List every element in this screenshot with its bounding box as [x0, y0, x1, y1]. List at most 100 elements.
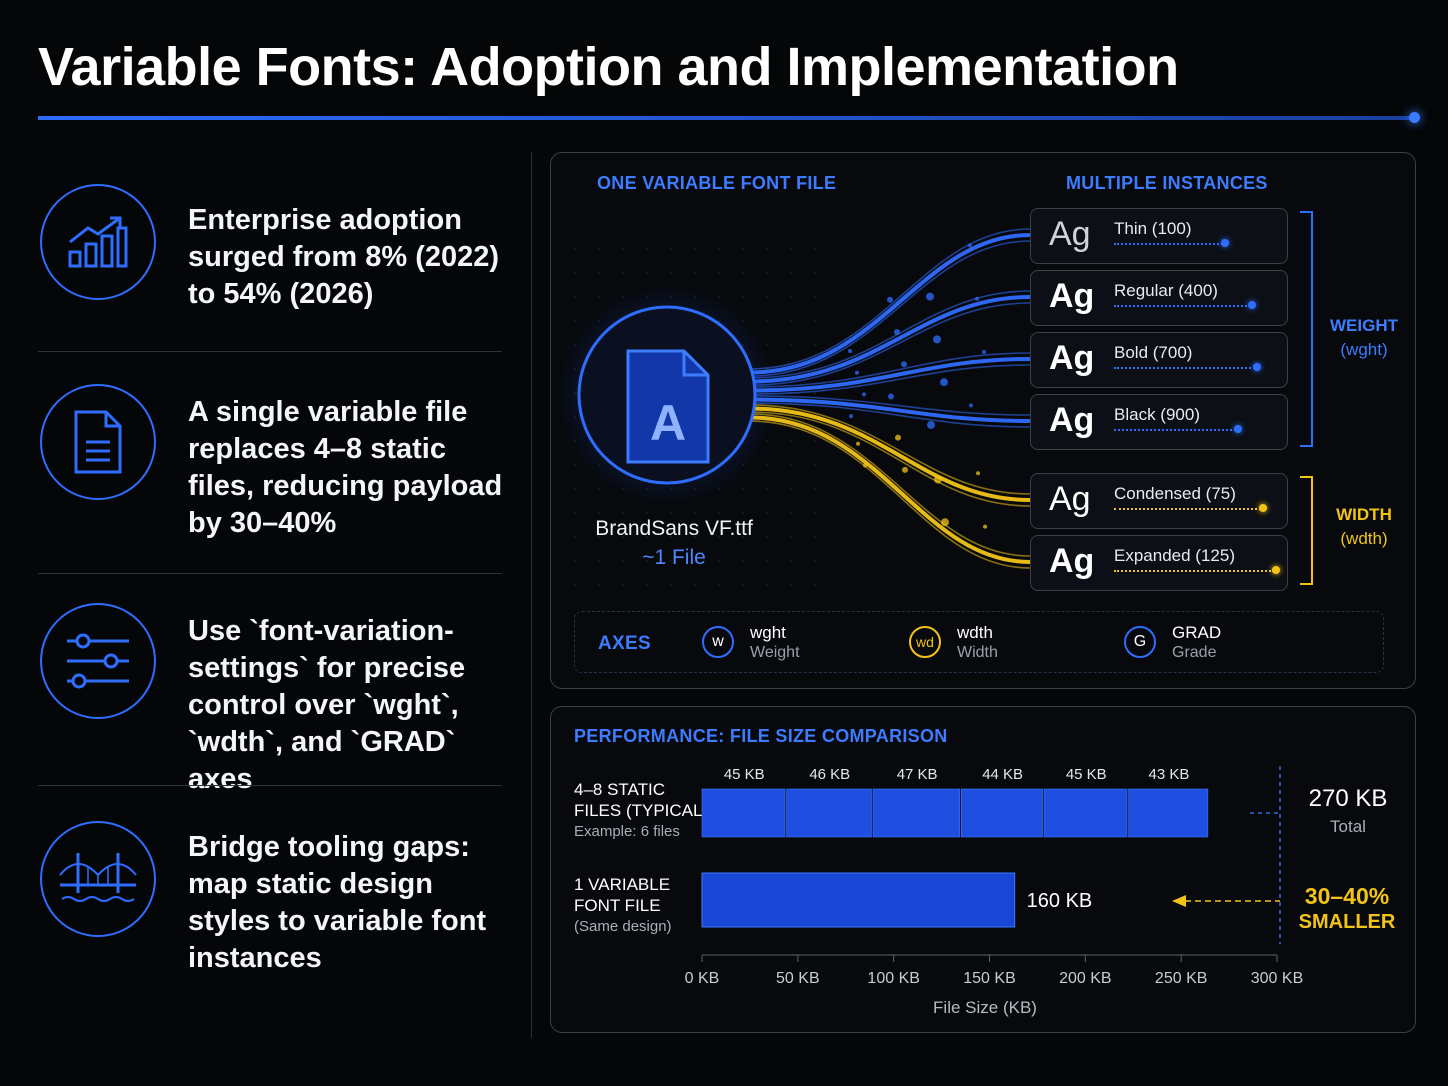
axis-name: GRAD — [1172, 623, 1222, 642]
x-tick-label: 100 KB — [867, 970, 919, 987]
page-title: Variable Fonts: Adoption and Implementat… — [38, 37, 1179, 97]
savings-arrow-icon — [1172, 895, 1186, 907]
row-label-line: 4–8 STATIC — [574, 780, 666, 799]
bridge-icon — [40, 821, 156, 937]
chart-title: PERFORMANCE: FILE SIZE COMPARISON — [574, 726, 948, 746]
performance-panel — [550, 706, 1416, 1033]
flow-stream — [749, 406, 1031, 502]
axis-track — [1114, 570, 1274, 572]
static-segment-bar — [872, 788, 961, 838]
flow-stream — [749, 413, 1031, 557]
flow-stream — [749, 402, 1031, 428]
point-text: A single variable file replaces 4–8 stat… — [188, 396, 503, 539]
row-label-line: FILES (TYPICAL) — [574, 801, 709, 820]
width-bracket — [1300, 476, 1313, 585]
instance-card: Ag Thin (100) — [1030, 208, 1288, 264]
flow-stream — [749, 411, 1031, 507]
sample-glyph: Ag — [1049, 542, 1095, 580]
x-tick-label: 0 KB — [685, 970, 720, 987]
instances-header: MULTIPLE INSTANCES — [1066, 173, 1268, 193]
point-payload: A single variable file replaces 4–8 stat… — [38, 384, 504, 539]
axis-track — [1114, 305, 1250, 307]
flow-stream — [749, 404, 1031, 495]
weight-group-tag: (wght) — [1340, 340, 1388, 359]
flow-droplet — [976, 471, 980, 476]
document-icon — [40, 384, 156, 500]
wght-axis-icon: w — [702, 626, 734, 658]
instance-card: Ag Black (900) — [1030, 394, 1288, 450]
axis-knob — [1253, 363, 1261, 371]
x-tick-label: 200 KB — [1059, 970, 1111, 987]
total-caption: Total — [1330, 817, 1366, 836]
axis-name: wdth — [957, 623, 993, 642]
flow-stream — [749, 302, 1031, 386]
flow-droplet — [848, 349, 852, 353]
axis-desc: Grade — [1172, 644, 1217, 661]
axes-legend — [574, 611, 1384, 673]
segment-label: 43 KB — [1149, 766, 1190, 783]
divider — [38, 351, 502, 352]
point-adoption: Enterprise adoption surged from 8% (2022… — [38, 184, 504, 310]
flow-droplet — [969, 403, 973, 408]
row-note: (Same design) — [574, 918, 672, 935]
instance-card: Ag Condensed (75) — [1030, 473, 1288, 529]
row-label-line: 1 VARIABLE — [574, 875, 671, 894]
instance-label: Expanded (125) — [1114, 546, 1235, 565]
flow-stream — [749, 352, 1031, 388]
variable-value-label: 160 KB — [1027, 890, 1093, 912]
axis-track — [1114, 243, 1223, 245]
flow-droplet — [902, 466, 908, 473]
flow-streams — [749, 228, 1031, 569]
instance-card: Ag Regular (400) — [1030, 270, 1288, 326]
flow-stream — [749, 240, 1031, 377]
flow-droplet — [941, 518, 949, 527]
flow-stream — [749, 420, 1031, 569]
flow-droplet — [926, 292, 934, 301]
flow-droplet — [934, 475, 942, 484]
file-corner — [682, 351, 708, 377]
file-glyph: A — [650, 395, 686, 451]
flow-droplet — [983, 524, 987, 529]
x-tick-label: 250 KB — [1155, 970, 1207, 987]
title-underline — [38, 116, 1414, 120]
axis-track — [1114, 429, 1236, 431]
width-group-name: WIDTH — [1336, 505, 1392, 524]
axis-track — [1114, 367, 1255, 369]
axis-name: wght — [750, 623, 786, 642]
flow-droplet — [862, 392, 866, 397]
total-value: 270 KB — [1308, 785, 1388, 812]
segment-label: 44 KB — [982, 766, 1023, 783]
axis-knob — [1221, 239, 1229, 247]
weight-bracket — [1300, 211, 1313, 447]
width-group-label: WIDTH (wdth) — [1322, 505, 1406, 549]
sample-glyph: Ag — [1049, 480, 1091, 518]
file-count: ~1 File — [642, 546, 706, 569]
static-segment-bar — [1043, 788, 1128, 838]
x-tick-label: 150 KB — [963, 970, 1015, 987]
growth-chart-icon — [40, 184, 156, 300]
point-settings: Use `font-variation-settings` for precis… — [38, 603, 504, 795]
static-segment-bar — [1128, 788, 1209, 838]
flow-stream — [749, 295, 1031, 384]
sliders-icon — [40, 603, 156, 719]
flow-droplet — [982, 350, 986, 355]
flow-droplet — [975, 296, 979, 301]
axis-knob — [1259, 504, 1267, 512]
point-text: Bridge tooling gaps: map static design s… — [188, 831, 487, 974]
file-size-chart: 45 KB 46 KB 47 KB 44 KB 45 KB 43 KB 160 KB 0 KB… — [685, 766, 1303, 987]
weight-group-name: WEIGHT — [1330, 316, 1398, 335]
flow-droplet — [927, 420, 935, 429]
column-divider — [531, 152, 532, 1038]
point-text: Enterprise adoption surged from 8% (2022… — [188, 204, 500, 310]
static-segment-bar — [961, 788, 1043, 838]
instance-label: Thin (100) — [1114, 219, 1192, 238]
flow-stream — [749, 364, 1031, 395]
point-tooling: Bridge tooling gaps: map static design s… — [38, 821, 504, 974]
variable-row-label: 1 VARIABLE FONT FILE (Same design) — [574, 874, 672, 937]
segment-label: 47 KB — [897, 766, 938, 783]
x-axis-label: File Size (KB) — [933, 998, 1037, 1017]
sample-glyph: Ag — [1049, 277, 1095, 315]
file-name: BrandSans VF.ttf — [595, 517, 753, 540]
axis-track — [1114, 508, 1261, 510]
flow-droplet — [887, 296, 893, 303]
